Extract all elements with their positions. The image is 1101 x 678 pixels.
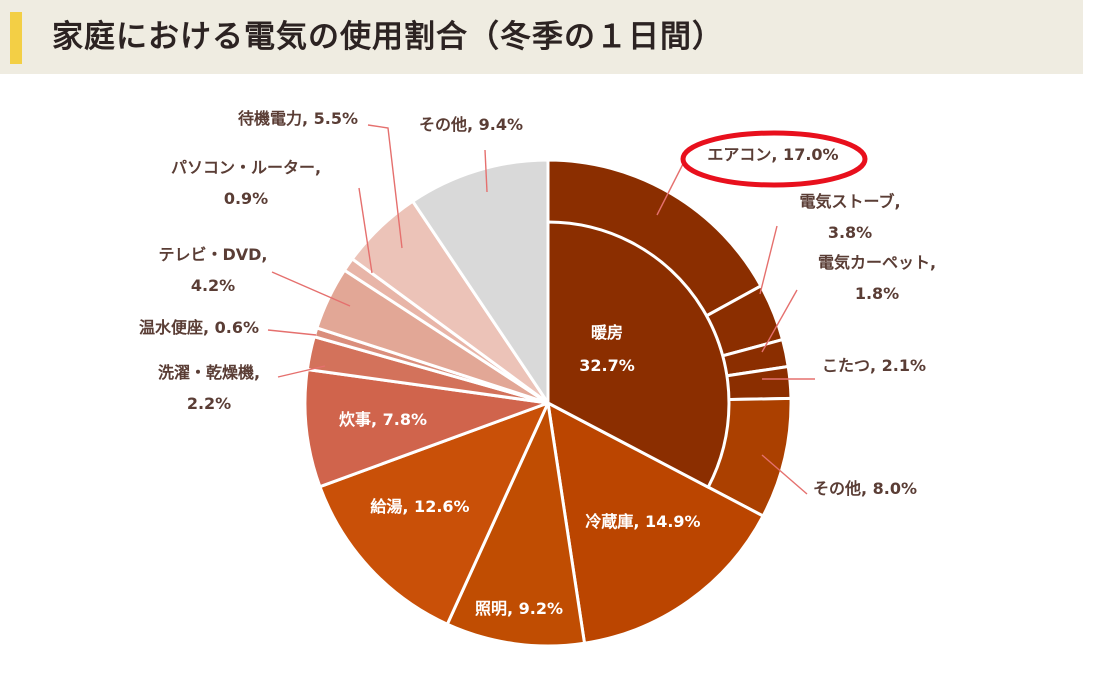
heating-inner-group: [546, 220, 731, 489]
data-label-14: その他, 9.4%: [419, 115, 523, 134]
data-label-1: 電気ストーブ, 3.8%: [799, 192, 900, 242]
data-label-8: 炊事, 7.8%: [339, 410, 427, 429]
data-label-3: こたつ, 2.1%: [822, 356, 926, 375]
leader-line-9: [277, 365, 326, 378]
leader-line-4: [761, 454, 808, 495]
chart-title: 家庭における電気の使用割合（冬季の１日間）: [52, 19, 724, 55]
title-banner: 家庭における電気の使用割合（冬季の１日間）: [0, 0, 1083, 74]
pie-slice-6: [445, 401, 586, 648]
heating-inner-slice: [546, 220, 731, 489]
data-label-5: 冷蔵庫, 14.9%: [585, 512, 700, 531]
inner-group-label: 暖房 32.7%: [579, 323, 635, 375]
leader-line-10: [267, 329, 317, 336]
data-label-0: エアコン, 17.0%: [707, 145, 838, 164]
data-label-11: テレビ・DVD, 4.2%: [158, 245, 267, 295]
leader-line-14: [484, 149, 488, 193]
data-label-2: 電気カーペット, 1.8%: [818, 253, 936, 303]
highlight-marks: [680, 130, 868, 188]
leader-line-13: [367, 124, 403, 249]
data-label-7: 給湯, 12.6%: [370, 497, 469, 516]
data-labels: エアコン, 17.0% 電気ストーブ, 3.8% 電気カーペット, 1.8% こたつ, 2…: [138, 109, 936, 618]
leader-line-11: [271, 271, 351, 307]
leader-line-2: [761, 289, 798, 353]
pie-slice-14: [411, 158, 550, 405]
leader-line-0: [656, 159, 686, 216]
pie-slice-8: [303, 368, 550, 489]
data-label-13: 待機電力, 5.5%: [238, 109, 358, 128]
data-label-4: その他, 8.0%: [813, 479, 917, 498]
data-label-6: 照明, 9.2%: [475, 599, 563, 618]
leader-lines: [267, 124, 815, 495]
data-label-9: 洗濯・乾燥機, 2.2%: [158, 363, 260, 413]
pie-slice-7: [318, 401, 550, 626]
leader-line-1: [759, 225, 778, 295]
highlight-ellipse: [680, 130, 868, 188]
accent-bar: [10, 12, 22, 64]
data-label-12: パソコン・ルーター, 0.9%: [171, 158, 321, 208]
leader-line-12: [358, 187, 373, 274]
pie-slice-5: [546, 401, 765, 645]
data-label-10: 温水便座, 0.6%: [138, 318, 259, 337]
